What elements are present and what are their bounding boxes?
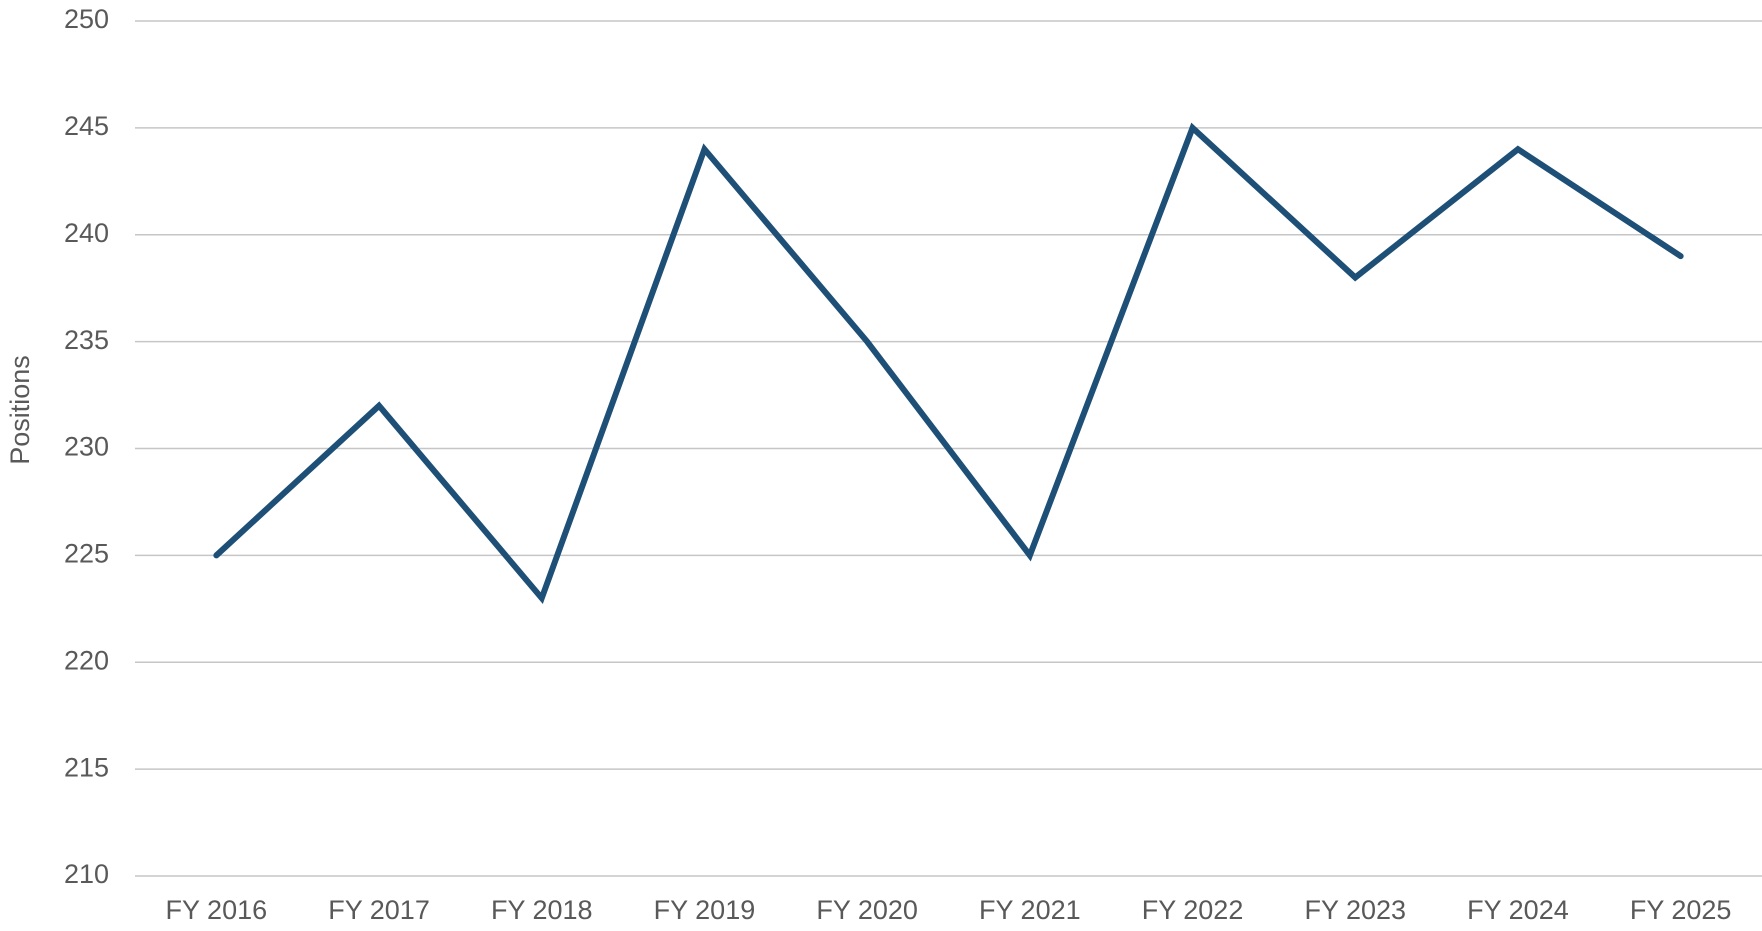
y-tick-label: 250 — [64, 4, 109, 34]
y-tick-label: 245 — [64, 111, 109, 141]
x-tick-label: FY 2024 — [1467, 895, 1569, 925]
x-tick-label: FY 2017 — [328, 895, 430, 925]
x-tick-label: FY 2020 — [816, 895, 918, 925]
data-line — [213, 122, 1684, 605]
y-tick-label: 215 — [64, 752, 109, 782]
y-tick-label: 220 — [64, 645, 109, 675]
x-tick-label: FY 2019 — [654, 895, 756, 925]
x-tick-label: FY 2022 — [1142, 895, 1244, 925]
y-tick-label: 210 — [64, 859, 109, 889]
y-axis-label: Positions — [5, 355, 35, 465]
x-tick-label: FY 2016 — [166, 895, 268, 925]
x-tick-label: FY 2021 — [979, 895, 1081, 925]
y-tick-label: 235 — [64, 325, 109, 355]
y-tick-label: 240 — [64, 218, 109, 248]
x-tick-label: FY 2025 — [1630, 895, 1732, 925]
x-tick-label: FY 2018 — [491, 895, 593, 925]
y-tick-label: 225 — [64, 539, 109, 569]
y-tick-label: 230 — [64, 432, 109, 462]
x-tick-label: FY 2023 — [1304, 895, 1406, 925]
